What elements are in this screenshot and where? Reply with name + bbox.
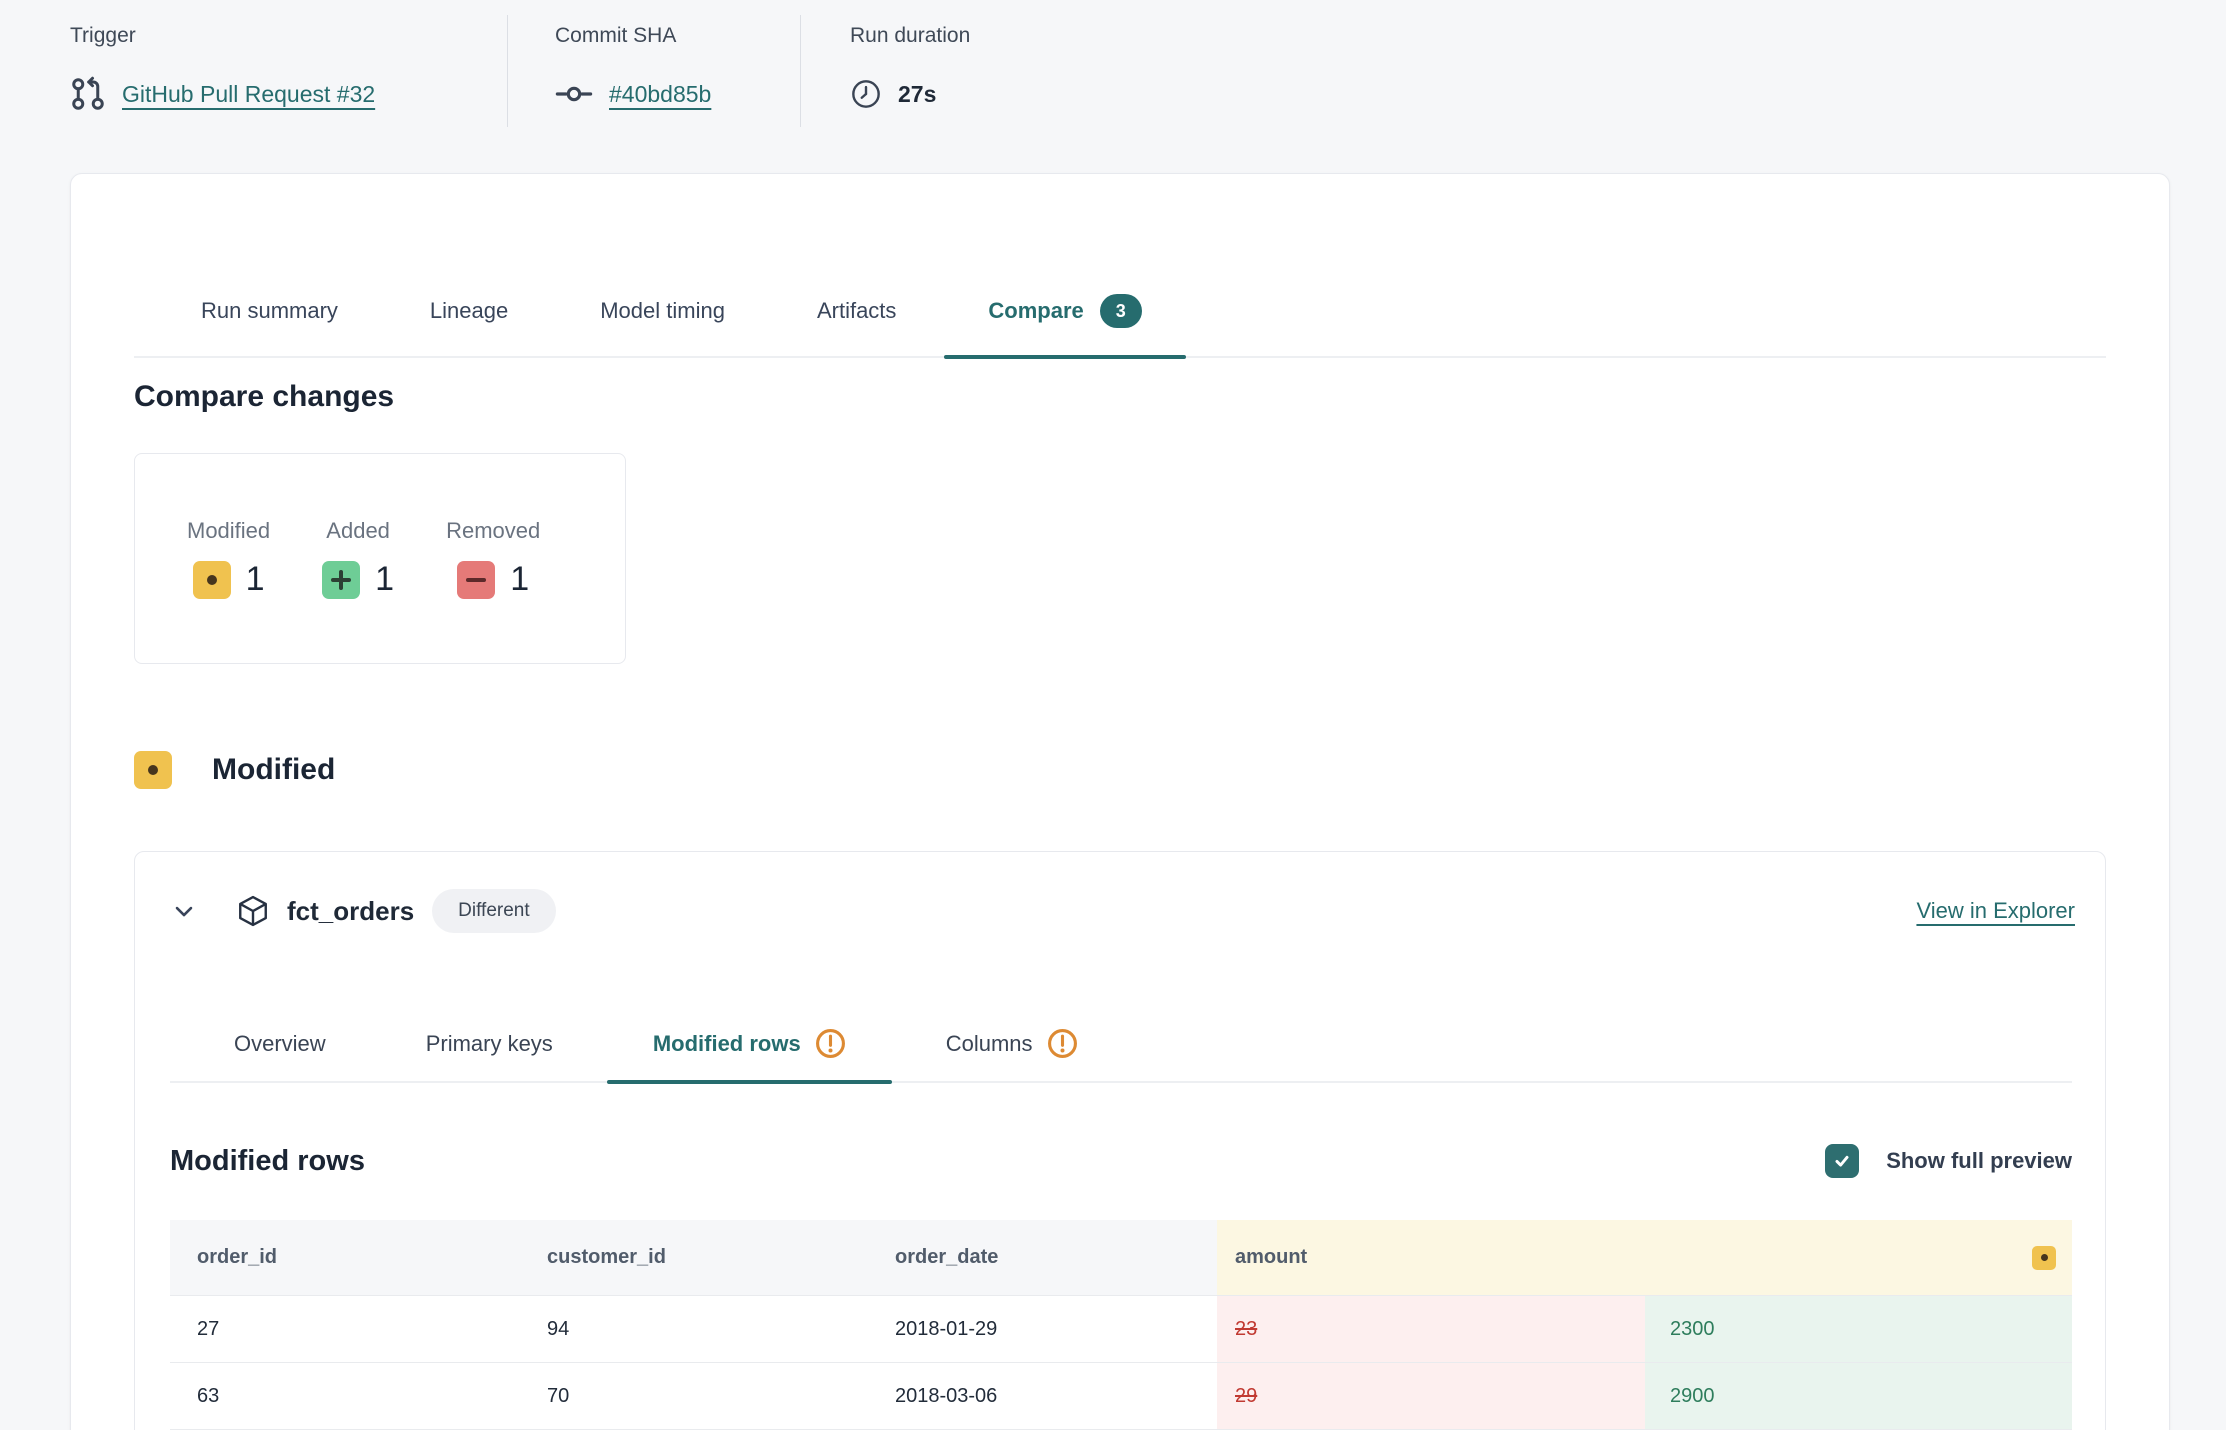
table-cell-new-value: 2900 — [1645, 1362, 2072, 1429]
warning-icon — [815, 1028, 846, 1059]
table-cell-old-value: 29 — [1217, 1362, 1645, 1429]
meta-divider — [800, 15, 801, 127]
show-full-preview-label: Show full preview — [1886, 1148, 2072, 1173]
warning-icon — [1047, 1028, 1078, 1059]
tab-bar: Run summary Lineage Model timing Artifac… — [134, 288, 2106, 359]
model-name: fct_orders — [287, 895, 415, 926]
meta-divider — [507, 15, 508, 127]
column-header-order-date: order_date — [868, 1220, 1217, 1295]
modified-rows-table: order_id customer_id order_date amount 2… — [170, 1220, 2072, 1430]
show-full-preview-toggle[interactable]: Show full preview — [1825, 1144, 2072, 1178]
table-cell-new-value: 2300 — [1645, 1295, 2072, 1362]
commit-icon — [555, 75, 593, 113]
modified-column-icon — [2032, 1245, 2056, 1270]
trigger-label: Trigger — [70, 24, 136, 47]
run-card: Run summary Lineage Model timing Artifac… — [70, 173, 2170, 1430]
commit-block: Commit SHA #40bd85b — [555, 24, 711, 114]
model-subtab-bar: Overview Primary keys Modified rows Colu… — [170, 1018, 2072, 1084]
stat-modified: Modified 1 — [187, 518, 270, 663]
subtab-modified-rows[interactable]: Modified rows — [606, 1018, 892, 1084]
subtab-primary-keys[interactable]: Primary keys — [425, 1030, 553, 1056]
view-in-explorer-link[interactable]: View in Explorer — [1916, 898, 2075, 923]
added-icon — [322, 560, 361, 599]
stat-modified-value: 1 — [245, 560, 265, 598]
model-card-fct-orders: fct_orders Different View in Explorer Ov… — [134, 851, 2106, 1430]
stat-removed-value: 1 — [510, 560, 530, 598]
modified-icon — [134, 751, 172, 789]
tab-compare[interactable]: Compare 3 — [944, 288, 1187, 359]
commit-link[interactable]: #40bd85b — [609, 80, 712, 107]
modified-rows-title: Modified rows — [170, 1144, 365, 1177]
tab-run-summary[interactable]: Run summary — [201, 298, 338, 323]
change-summary-card: Modified 1 Added 1 Removed 1 — [134, 453, 626, 664]
model-card-header: fct_orders Different View in Explorer — [170, 885, 2075, 937]
table-cell: 2018-03-06 — [868, 1362, 1217, 1429]
status-badge: Different — [432, 889, 556, 933]
chevron-down-icon[interactable] — [170, 897, 198, 925]
tab-artifacts[interactable]: Artifacts — [816, 298, 897, 323]
trigger-block: Trigger GitHub Pull Request #32 — [70, 24, 375, 114]
subtab-columns[interactable]: Columns — [900, 1018, 1124, 1081]
modified-icon — [192, 560, 231, 599]
stat-removed-label: Removed — [446, 518, 541, 543]
table-cell: 27 — [170, 1295, 520, 1362]
stat-added-value: 1 — [375, 560, 395, 598]
trigger-link[interactable]: GitHub Pull Request #32 — [122, 80, 376, 107]
pull-request-icon — [70, 76, 106, 112]
table-cell: 70 — [520, 1362, 868, 1429]
column-header-customer-id: customer_id — [520, 1220, 868, 1295]
modified-section-header: Modified — [134, 751, 335, 789]
checkbox-checked-icon[interactable] — [1825, 1144, 1860, 1178]
clock-icon — [850, 78, 882, 110]
modified-rows-header: Modified rows Show full preview — [170, 1144, 2072, 1178]
stat-removed: Removed 1 — [446, 518, 540, 663]
duration-label: Run duration — [850, 24, 971, 47]
table-cell: 63 — [170, 1362, 520, 1429]
column-header-amount: amount — [1217, 1220, 2072, 1295]
subtab-overview[interactable]: Overview — [234, 1030, 326, 1056]
column-header-order-id: order_id — [170, 1220, 520, 1295]
table-cell: 2018-01-29 — [868, 1295, 1217, 1362]
duration-value: 27s — [898, 80, 937, 107]
tab-model-timing[interactable]: Model timing — [600, 298, 725, 323]
removed-icon — [457, 560, 496, 599]
table-cell: 94 — [520, 1295, 868, 1362]
commit-label: Commit SHA — [555, 24, 677, 47]
table-cell-old-value: 23 — [1217, 1295, 1645, 1362]
stat-added-label: Added — [326, 518, 390, 543]
duration-block: Run duration 27s — [850, 24, 970, 114]
tab-lineage[interactable]: Lineage — [429, 298, 509, 323]
modified-section-title: Modified — [212, 753, 336, 786]
compare-count-badge: 3 — [1099, 294, 1142, 328]
stat-added: Added 1 — [322, 518, 394, 663]
model-cube-icon — [236, 894, 270, 928]
stat-modified-label: Modified — [187, 518, 271, 543]
page-title: Compare changes — [134, 380, 395, 413]
